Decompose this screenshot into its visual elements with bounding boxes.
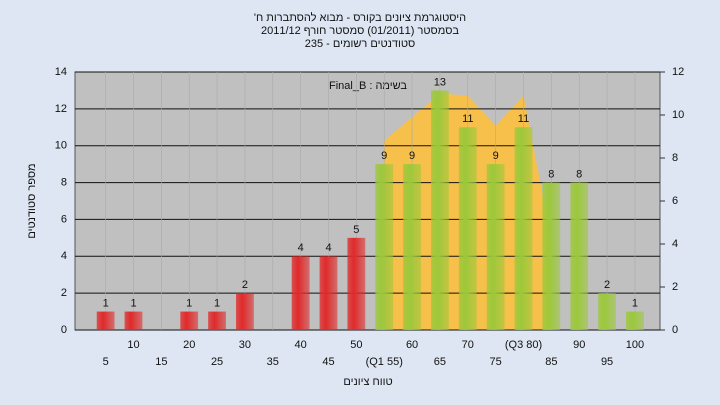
annotation: Final_B : בשימה	[329, 80, 407, 92]
bar	[319, 256, 338, 330]
x-tick-label: 5	[103, 356, 109, 368]
x-tick-label: 40	[295, 339, 307, 351]
bar	[180, 311, 199, 330]
y2-tick-label: 4	[672, 238, 678, 250]
title-line: 'היסטוגרמת ציונים בקורס - מבוא להסתברות …	[254, 11, 466, 24]
x-tick-label: 30	[239, 339, 251, 351]
bar	[208, 311, 226, 330]
bar	[570, 182, 589, 330]
x-tick-label: 10	[127, 339, 139, 351]
x-tick-label: 70	[462, 339, 474, 351]
value-label: 13	[434, 76, 446, 88]
bar	[403, 164, 421, 330]
x-tick-label: 20	[183, 339, 195, 351]
bar	[347, 237, 366, 330]
value-label: 9	[409, 150, 415, 162]
y-tick-label: 14	[55, 66, 67, 78]
x-tick-label: 35	[267, 356, 279, 368]
y2-tick-label: 12	[672, 66, 684, 78]
x-tick-label: (Q1 55)	[366, 356, 403, 368]
bar	[598, 293, 616, 330]
bar	[626, 311, 644, 330]
y2-tick-label: 2	[672, 281, 678, 293]
bar	[486, 164, 505, 330]
bar	[124, 311, 143, 330]
x-tick-label: 15	[155, 356, 167, 368]
value-label: 2	[242, 279, 248, 291]
x-tick-label: 100	[626, 339, 644, 351]
value-label: 1	[214, 297, 220, 309]
y-tick-label: 4	[61, 250, 67, 262]
y2-tick-label: 6	[672, 195, 678, 207]
y-tick-label: 2	[61, 287, 67, 299]
y-tick-label: 10	[55, 140, 67, 152]
plot-area	[74, 71, 661, 331]
x-tick-label: (Q3 80)	[505, 339, 542, 351]
bar	[236, 293, 254, 330]
bar	[431, 90, 449, 330]
value-label: 2	[604, 279, 610, 291]
bar	[542, 182, 561, 330]
x-tick-label: 85	[545, 356, 557, 368]
value-label: 8	[576, 168, 582, 180]
y2-tick-label: 8	[672, 152, 678, 164]
value-label: 11	[462, 113, 473, 125]
bar	[375, 164, 394, 330]
value-label: 9	[381, 150, 387, 162]
x-tick-label: 90	[573, 339, 585, 351]
title-line: סטודנטים רשומים - 235	[305, 38, 416, 50]
value-label: 1	[186, 297, 192, 309]
x-tick-label: 75	[490, 356, 502, 368]
y2-tick-label: 10	[672, 109, 684, 121]
title-line: בסמסטר (01/2011) סמסטר חורף 2011/12	[261, 25, 459, 37]
value-label: 5	[353, 224, 359, 236]
x-axis-label: טווח ציונים	[343, 376, 392, 388]
value-label: 9	[493, 150, 499, 162]
y-tick-label: 0	[61, 324, 67, 336]
bar	[514, 127, 533, 331]
y-tick-label: 8	[61, 176, 67, 188]
value-label: 1	[632, 297, 638, 309]
x-tick-label: 95	[601, 356, 613, 368]
value-label: 4	[298, 242, 304, 254]
x-tick-label: 45	[322, 356, 334, 368]
x-tick-label: 60	[406, 339, 418, 351]
value-label: 8	[548, 168, 554, 180]
y-axis-label: מספר סטודנטים	[26, 163, 38, 238]
value-label: 1	[103, 297, 109, 309]
x-tick-label: 25	[211, 356, 223, 368]
bar	[291, 256, 310, 330]
y-tick-label: 6	[61, 213, 67, 225]
bar	[96, 311, 115, 330]
x-tick-label: 50	[350, 339, 362, 351]
value-label: 11	[518, 113, 529, 125]
y2-tick-label: 0	[672, 324, 678, 336]
bar	[458, 127, 477, 331]
x-tick-label: 65	[434, 356, 446, 368]
value-label: 1	[130, 297, 136, 309]
y-tick-label: 12	[55, 103, 67, 115]
value-label: 4	[325, 242, 331, 254]
